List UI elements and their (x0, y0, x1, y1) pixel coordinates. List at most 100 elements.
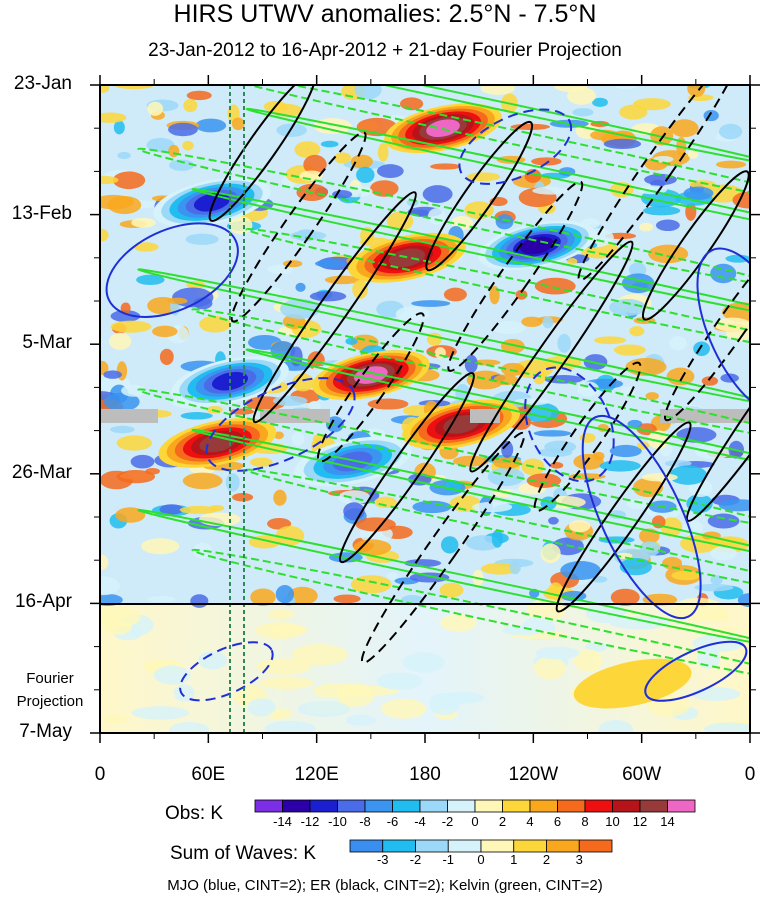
field-cell (180, 412, 213, 420)
positive-anomaly (573, 658, 692, 709)
field-cell (100, 112, 127, 123)
er-contour (447, 180, 584, 372)
kelvin-contour (191, 548, 750, 689)
projection-label: Projection (16, 693, 84, 710)
projection-cell (501, 625, 542, 636)
field-cell (411, 300, 451, 307)
projection-cell (336, 682, 375, 707)
projection-cell (259, 676, 314, 690)
obs-colorbar-box (639, 799, 668, 813)
obs-colorbar (254, 799, 696, 813)
field-cell (120, 302, 131, 314)
field-cell (670, 119, 699, 138)
er-contour (360, 431, 526, 664)
field-cell (273, 489, 287, 506)
field-cell (354, 85, 382, 100)
kelvin-contour (137, 268, 750, 408)
field-cell (645, 392, 659, 401)
obs-colorbar-box (364, 799, 393, 813)
field-cell (100, 576, 120, 596)
mjo-contour (644, 640, 748, 702)
field-cell (464, 354, 478, 374)
kelvin-contour (191, 308, 750, 449)
field-cell (683, 186, 714, 200)
field-cell (280, 298, 320, 319)
obs-colorbar-box (447, 799, 476, 813)
kelvin-contour (245, 227, 750, 368)
field-cell (110, 320, 152, 333)
projection-cell (707, 609, 731, 623)
obs-colorbar-tick: 6 (553, 814, 562, 829)
er-contour (533, 361, 642, 512)
field-cell (626, 498, 650, 510)
field-cell (179, 505, 218, 514)
obs-colorbar-tick: -12 (300, 814, 320, 829)
obs-colorbar-label: Obs: K (165, 803, 224, 824)
mjo-contour (105, 222, 239, 318)
field-cell (592, 97, 608, 107)
field-cell (629, 326, 645, 337)
field-cell (100, 176, 119, 185)
field-cell (325, 416, 344, 433)
obs-colorbar-box (557, 799, 586, 813)
field-cell (145, 467, 160, 475)
obs-colorbar-tick: 10 (605, 814, 620, 829)
missing-data (100, 409, 158, 423)
projection-cell (131, 706, 190, 720)
field-cell (100, 85, 110, 93)
field-cell (377, 142, 389, 162)
field-cell (648, 244, 689, 264)
obs-colorbar-tick: 4 (526, 814, 534, 829)
field-cell (167, 297, 188, 305)
obs-colorbar-box (337, 799, 366, 813)
obs-colorbar-box (474, 799, 503, 813)
field-cell (566, 86, 596, 105)
field-cell (103, 370, 122, 379)
field-cell (508, 488, 526, 503)
obs-colorbar-tick: -10 (328, 814, 347, 829)
field-cell (270, 341, 296, 361)
er-contour (663, 230, 750, 422)
projection-cell (169, 722, 210, 733)
field-cell (309, 291, 347, 302)
field-cell (439, 582, 464, 598)
obs-colorbar-tick: -8 (359, 814, 371, 829)
field-cell (250, 588, 276, 607)
er-contour (230, 131, 367, 323)
mjo-contour (179, 641, 274, 702)
field-cell (115, 507, 146, 523)
field-cell (182, 140, 194, 151)
x-tick-label: 60E (191, 764, 226, 785)
field-cell (715, 160, 747, 169)
waves-colorbar-box (447, 839, 482, 853)
field-cell (195, 118, 227, 133)
field-cell (452, 455, 489, 467)
obs-colorbar-box (254, 799, 283, 813)
field-cell (532, 186, 569, 195)
field-cell (291, 431, 305, 446)
waves-colorbar-box (578, 839, 613, 853)
obs-colorbar-box (612, 799, 641, 813)
waves-colorbar-tick: -2 (409, 852, 422, 867)
obs-colorbar-box (392, 799, 421, 813)
field-cell (642, 205, 681, 216)
x-tick-label: 60W (622, 764, 662, 785)
wave-contours (105, 85, 750, 702)
field-cell (542, 316, 554, 329)
projection-cell (440, 613, 477, 632)
field-cell (495, 214, 514, 230)
field-cell (557, 333, 571, 353)
er-contour (316, 312, 425, 463)
projection-cell (402, 652, 445, 673)
field-cell (489, 285, 500, 305)
field-cell (620, 386, 635, 397)
projection-cell (598, 719, 634, 733)
field-cell (533, 430, 572, 437)
field-cell (568, 520, 591, 533)
field-cell (707, 513, 740, 529)
field-cell (694, 583, 734, 592)
field-cell (592, 451, 605, 461)
field-cell (464, 201, 494, 220)
field-cell (500, 338, 525, 354)
mjo-contour (458, 108, 573, 185)
